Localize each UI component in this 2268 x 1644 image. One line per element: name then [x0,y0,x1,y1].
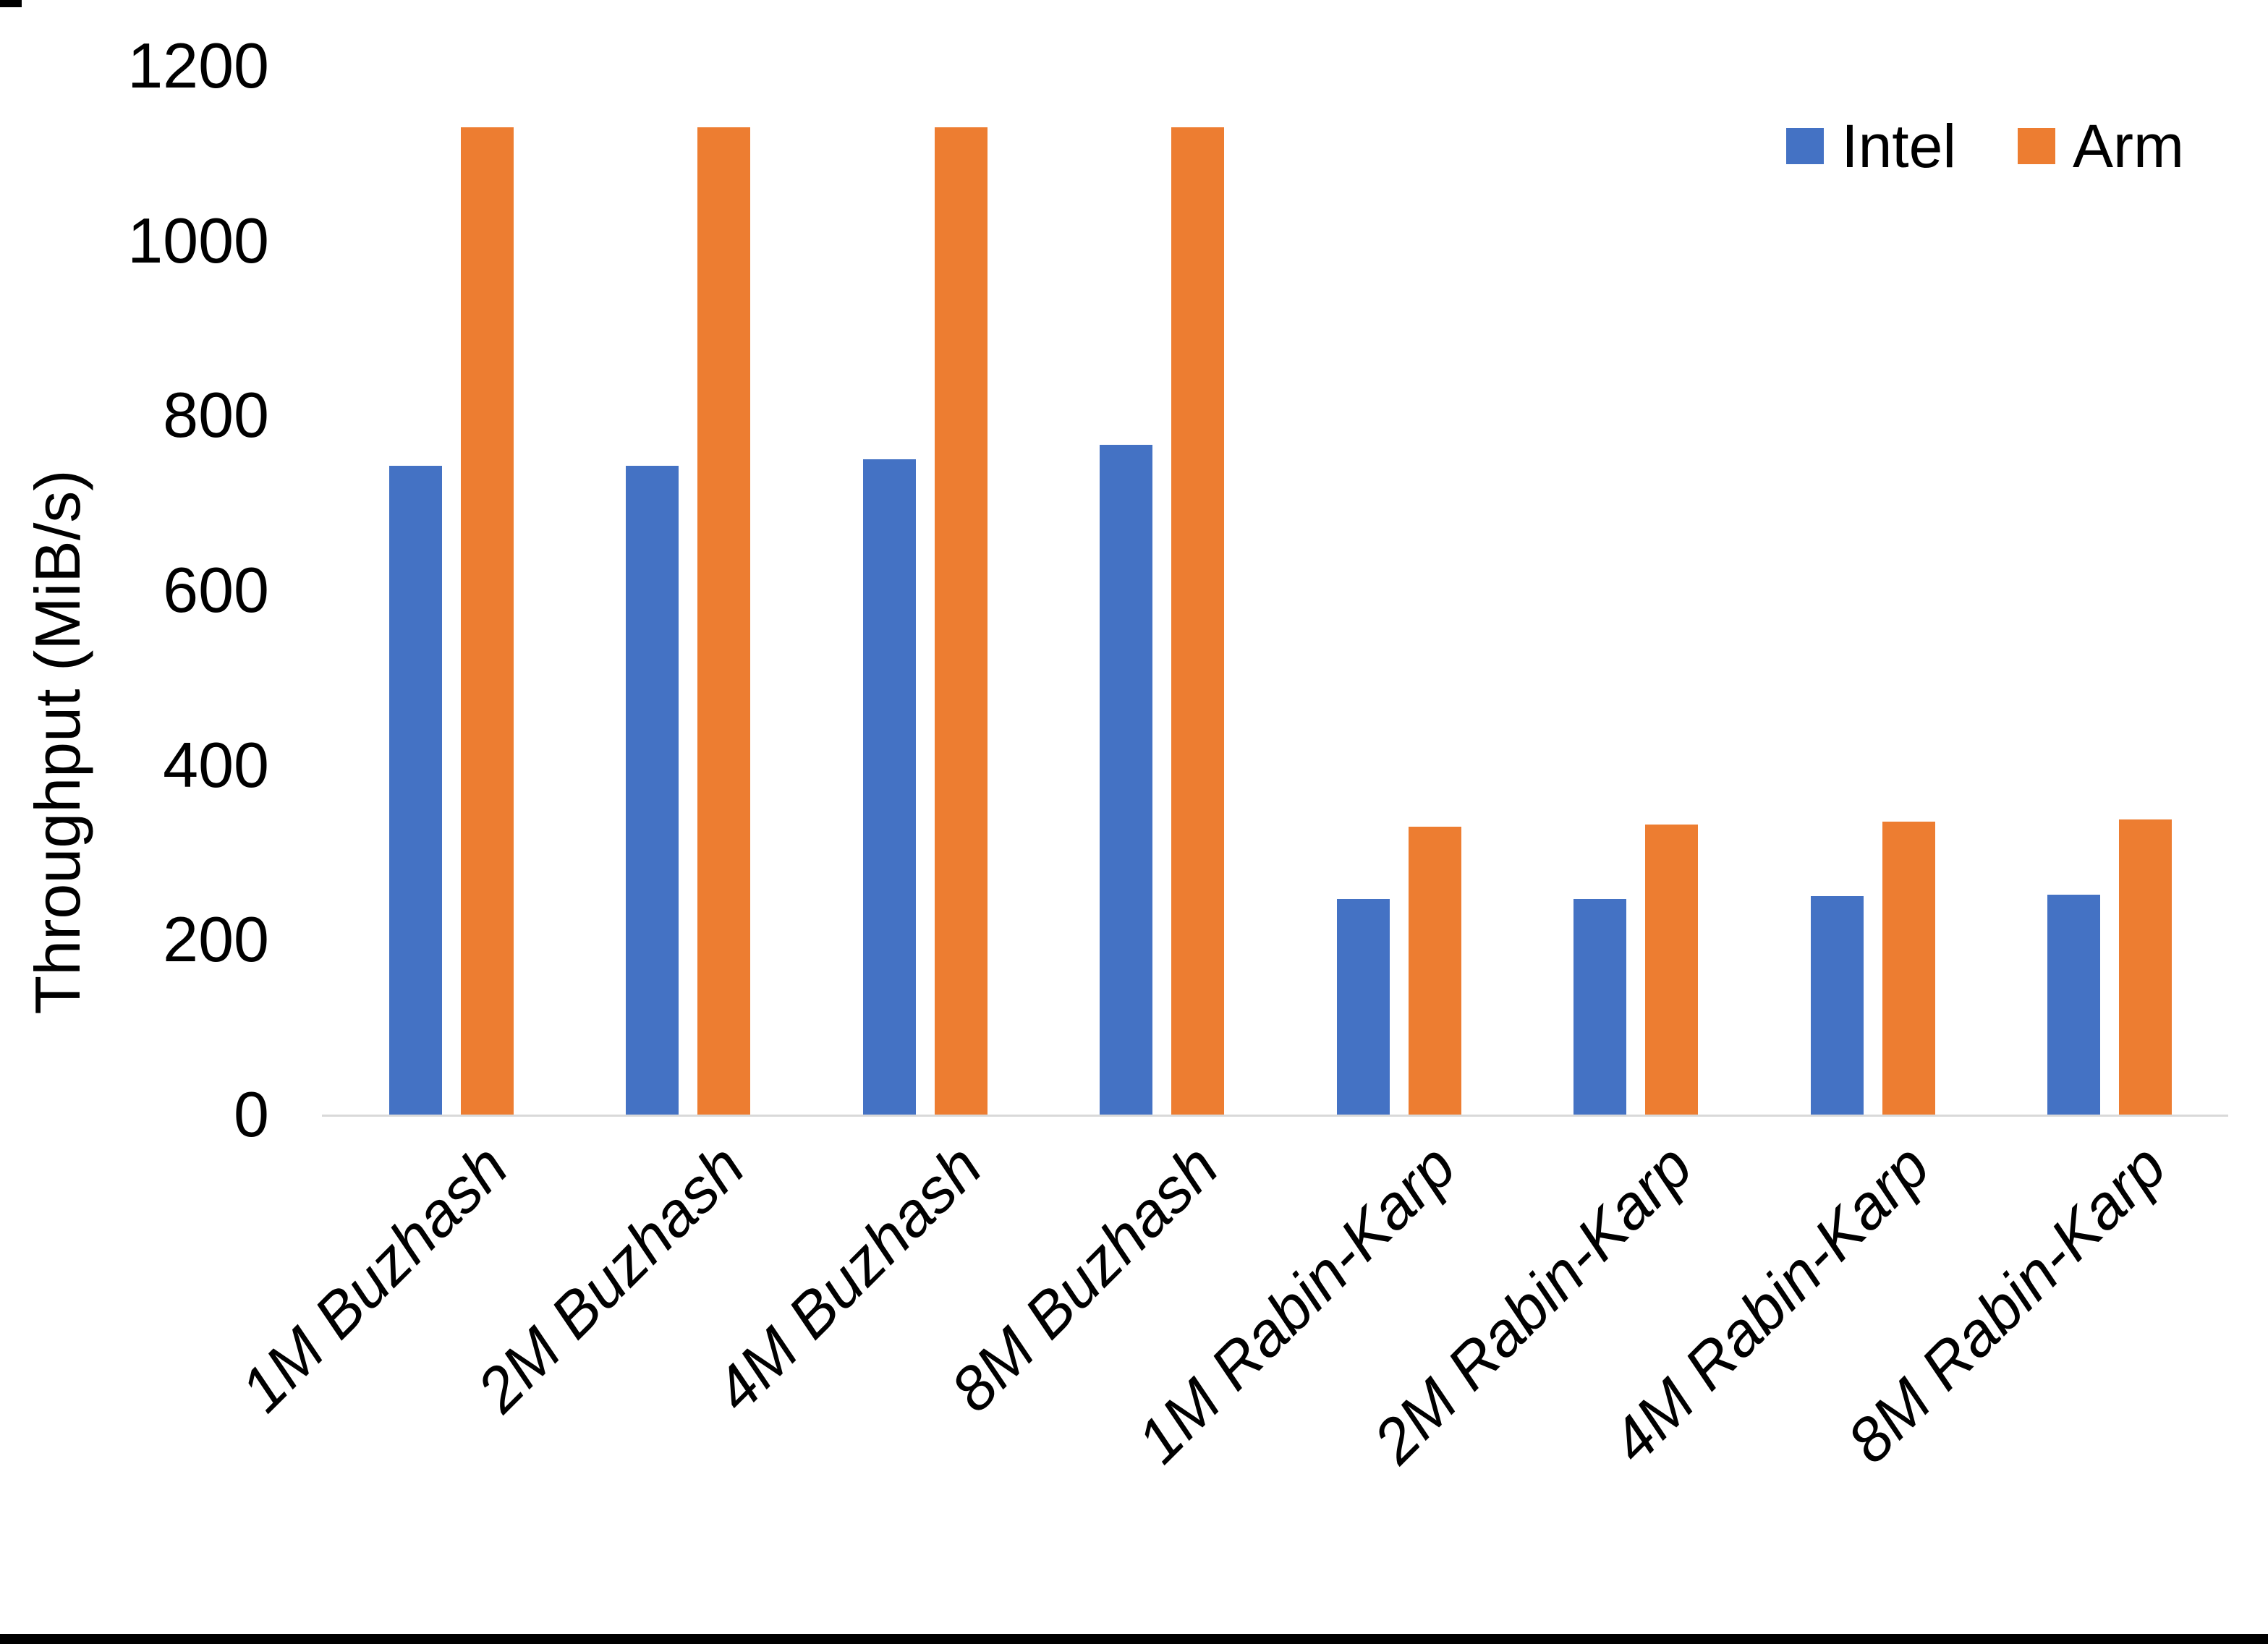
bar-arm-1m-rabin-karp [1408,827,1461,1115]
bar-arm-1m-buzhash [460,127,514,1115]
y-tick-label-0: 0 [234,1078,269,1150]
y-tick-label-200: 200 [163,903,269,976]
legend-item-intel: Intel [1786,110,1956,183]
y-tick-label-800: 800 [163,379,269,451]
bar-intel-1m-buzhash [388,466,442,1115]
screenshot-bottom-border [0,1634,2268,1644]
y-tick-label-1000: 1000 [127,204,269,276]
legend-swatch-icon-arm [2018,128,2056,165]
bar-intel-4m-rabin-karp [1810,895,1864,1115]
bar-arm-4m-buzhash [934,127,988,1115]
bar-intel-8m-rabin-karp [2047,894,2101,1115]
bar-intel-4m-buzhash [862,459,916,1115]
screenshot-border-artifact-topleft [0,0,22,7]
y-tick-label-600: 600 [163,554,269,626]
bar-arm-2m-buzhash [697,127,751,1115]
y-tick-label-1200: 1200 [127,30,269,101]
legend-label-intel: Intel [1841,112,1957,180]
y-tick-label-400: 400 [163,728,269,801]
bar-intel-1m-rabin-karp [1336,898,1390,1115]
legend-swatch-icon-intel [1786,128,1825,165]
bar-arm-4m-rabin-karp [1882,822,1935,1115]
x-axis-line [322,1115,2228,1117]
bar-intel-2m-rabin-karp [1573,898,1627,1115]
bar-arm-8m-buzhash [1171,127,1225,1115]
bar-arm-8m-rabin-karp [2119,819,2173,1115]
bar-intel-2m-buzhash [626,466,679,1115]
legend: Intel Arm [1786,110,2184,183]
legend-label-arm: Arm [2073,112,2184,180]
legend-item-arm: Arm [2018,110,2184,183]
bar-intel-8m-buzhash [1100,445,1153,1115]
bar-arm-2m-rabin-karp [1645,824,1699,1115]
